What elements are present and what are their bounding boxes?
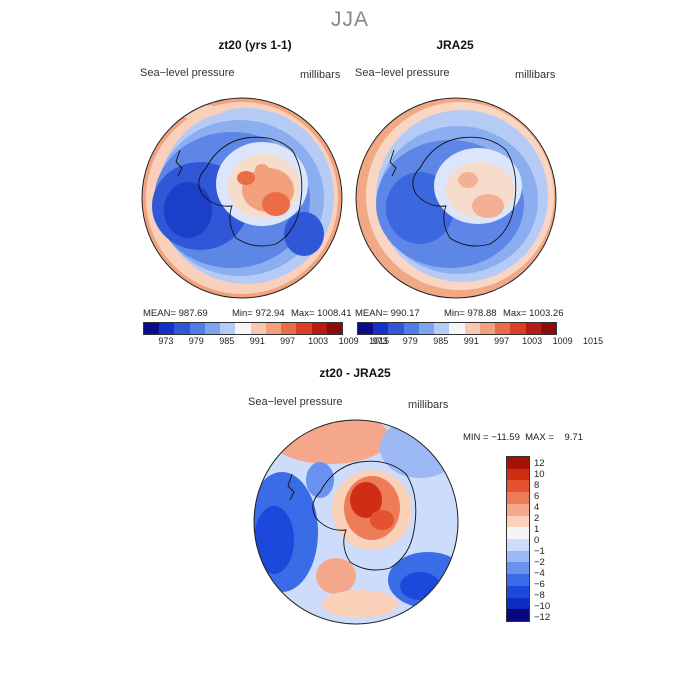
colorbar-swatch (174, 323, 190, 334)
colorbar-swatch (189, 323, 205, 334)
colorbar-tick-label: 985 (433, 336, 449, 346)
colorbar-swatch (507, 574, 529, 586)
colorbar-tick-label: −1 (534, 545, 545, 557)
colorbar-tick-label: −2 (534, 556, 545, 568)
colorbar-swatch (358, 323, 374, 334)
colorbar-swatch (507, 503, 529, 516)
difference-variable-label: Sea−level pressure (248, 396, 343, 408)
colorbar-swatch (507, 468, 529, 481)
colorbar-tick-label: 10 (534, 469, 545, 481)
panel2-colorbar-labels: 973 979 985 991 997 1003 1009 1015 (357, 336, 603, 348)
colorbar-tick-label: 1009 (552, 336, 573, 346)
colorbar-swatch (507, 457, 529, 469)
colorbar-swatch (373, 323, 389, 334)
panel2-units-label: millibars (515, 69, 556, 81)
colorbar-tick-label: 979 (188, 336, 204, 346)
colorbar-tick-label: 1009 (338, 336, 359, 346)
colorbar-swatch (507, 492, 529, 504)
colorbar-swatch (159, 323, 175, 334)
panel1-variable-label: Sea−level pressure (140, 67, 235, 79)
colorbar-swatch (507, 480, 529, 493)
colorbar-swatch (144, 323, 160, 334)
colorbar-tick-label: 1 (534, 524, 540, 536)
colorbar-swatch (449, 323, 465, 334)
colorbar-tick-label: 973 (372, 336, 388, 346)
colorbar-tick-label: 2 (534, 513, 540, 525)
colorbar-swatch (540, 323, 557, 334)
map-jra25 (356, 98, 556, 298)
colorbar-tick-label: 991 (463, 336, 479, 346)
colorbar-tick-label: −8 (534, 589, 545, 601)
colorbar-swatch (464, 323, 480, 334)
season-title: JJA (330, 8, 369, 31)
panel2-variable-label: Sea−level pressure (355, 67, 450, 79)
colorbar-tick-label: 0 (534, 535, 540, 546)
difference-units-label: millibars (408, 399, 449, 411)
colorbar-tick-label: 4 (534, 502, 540, 514)
colorbar-swatch (326, 323, 343, 334)
map-zt20 (142, 98, 342, 298)
colorbar-tick-label: 1003 (522, 336, 543, 346)
colorbar-swatch (434, 323, 450, 334)
colorbar-tick-label: 1003 (308, 336, 329, 346)
colorbar-swatch (495, 323, 511, 334)
colorbar-tick-label: 8 (534, 480, 540, 492)
colorbar-tick-label: 12 (534, 458, 545, 470)
colorbar-swatch (235, 323, 251, 334)
panel2-min: Min= 978.88 (444, 308, 497, 319)
colorbar-swatch (525, 323, 541, 334)
colorbar-swatch (507, 539, 529, 551)
colorbar-swatch (510, 323, 526, 334)
panel1-mean: MEAN= 987.69 (143, 308, 208, 319)
colorbar-swatch (388, 323, 404, 334)
colorbar-swatch (265, 323, 282, 334)
difference-title: zt20 - JRA25 (319, 366, 391, 380)
colorbar-swatch (204, 323, 221, 334)
colorbar-swatch (507, 597, 529, 610)
colorbar-tick-label: 6 (534, 491, 540, 503)
colorbar-swatch (418, 323, 435, 334)
colorbar-swatch (507, 515, 529, 528)
panel1-colorbar-labels: 973 979 985 991 997 1003 1009 1015 (143, 336, 389, 348)
colorbar-tick-label: −4 (534, 567, 545, 579)
colorbar-tick-label: 997 (494, 336, 510, 346)
colorbar-tick-label: −12 (534, 611, 551, 623)
colorbar-tick-label: 991 (249, 336, 265, 346)
colorbar-swatch (507, 550, 529, 563)
panel2-max: Max= 1003.26 (503, 308, 564, 319)
colorbar-tick-label: 997 (280, 336, 296, 346)
colorbar-swatch (507, 562, 529, 575)
colorbar-swatch (296, 323, 312, 334)
colorbar-swatch (281, 323, 297, 334)
panel1-min: Min= 972.94 (232, 308, 285, 319)
colorbar-swatch (507, 527, 529, 540)
colorbar-swatch (250, 323, 266, 334)
panel2-title: JRA25 (436, 38, 474, 52)
colorbar-tick-label: 1015 (583, 336, 604, 346)
colorbar-tick-label: −6 (534, 578, 545, 590)
colorbar-swatch (507, 585, 529, 598)
panel1-colorbar (143, 322, 343, 335)
colorbar-tick-label: 979 (402, 336, 418, 346)
map-difference (254, 420, 458, 624)
difference-colorbar (506, 456, 530, 622)
difference-minmax: MIN = −11.59 MAX = 9.71 (463, 432, 583, 443)
colorbar-tick-label: 985 (219, 336, 235, 346)
colorbar-swatch (311, 323, 327, 334)
colorbar-tick-label: −10 (534, 600, 551, 612)
colorbar-swatch (479, 323, 496, 334)
colorbar-tick-label: 1015 (369, 336, 390, 346)
panel1-max: Max= 1008.41 (291, 308, 352, 319)
colorbar-swatch (220, 323, 236, 334)
difference-colorbar-labels: 12 10 8 6 4 2 1 0 −1 −2 −4 −6 −8 −10 −12 (534, 456, 574, 626)
panel1-units-label: millibars (300, 69, 341, 81)
colorbar-tick-label: 973 (158, 336, 174, 346)
colorbar-swatch (403, 323, 419, 334)
panel2-mean: MEAN= 990.17 (355, 308, 420, 319)
panel2-colorbar (357, 322, 557, 335)
panel1-title: zt20 (yrs 1-1) (218, 38, 292, 52)
colorbar-swatch (507, 609, 529, 622)
